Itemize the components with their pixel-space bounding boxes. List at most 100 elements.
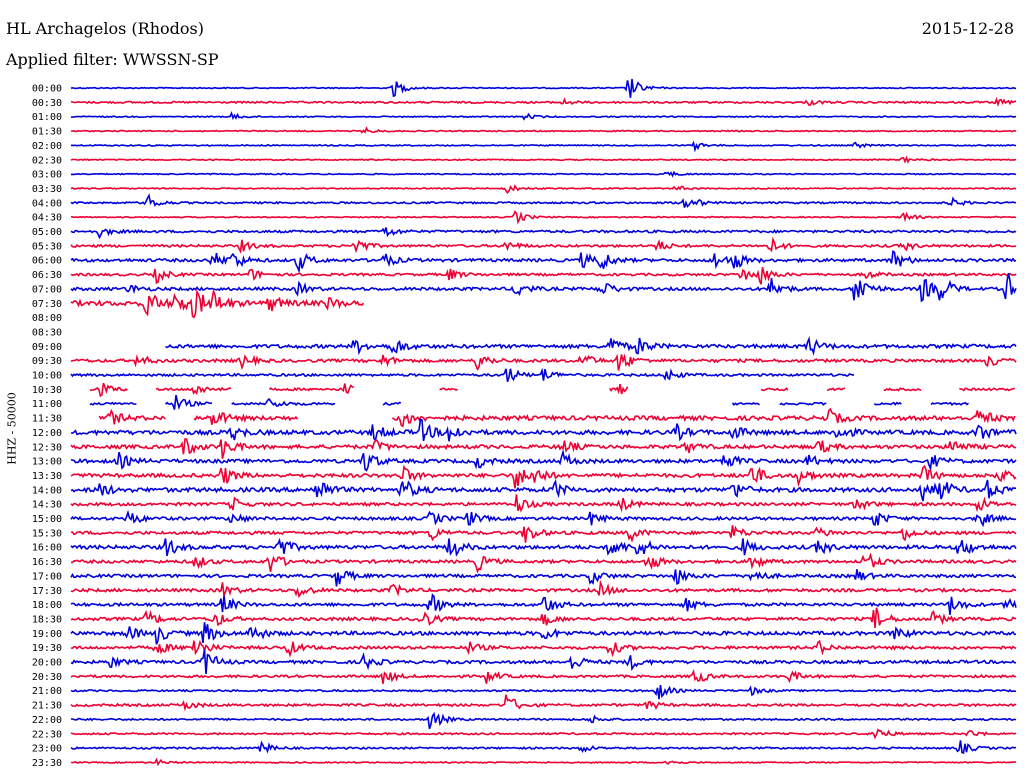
trace-1130 (98, 408, 166, 425)
time-label: 21:00 (32, 686, 62, 697)
trace-1330 (70, 464, 1017, 489)
trace-1100 (164, 394, 213, 411)
time-label: 00:00 (32, 84, 62, 95)
trace-0130 (70, 126, 1017, 134)
trace-1100 (779, 401, 827, 406)
trace-0730 (70, 288, 365, 319)
time-label: 03:00 (32, 170, 62, 181)
time-label: 16:00 (32, 543, 62, 554)
trace-1000 (70, 367, 855, 383)
time-label: 18:30 (32, 614, 62, 625)
time-label: 05:30 (32, 241, 62, 252)
trace-1830 (70, 607, 1016, 628)
time-label: 23:00 (32, 744, 62, 755)
time-label: 19:00 (32, 629, 62, 640)
time-label: 11:00 (32, 399, 62, 410)
time-label: 12:00 (32, 428, 62, 439)
time-label: 06:30 (32, 270, 62, 281)
trace-1800 (70, 593, 1017, 615)
trace-0630 (70, 267, 1017, 285)
time-label: 10:30 (32, 385, 62, 396)
trace-2300 (70, 740, 1017, 755)
time-label: 15:00 (32, 514, 62, 525)
time-label: 09:30 (32, 356, 62, 367)
trace-0230 (70, 155, 1017, 164)
time-label: 19:30 (32, 643, 62, 654)
trace-2030 (70, 668, 1017, 684)
time-label: 22:30 (32, 729, 62, 740)
trace-1130 (391, 407, 1016, 428)
trace-1900 (70, 622, 1017, 645)
trace-1030 (826, 387, 846, 392)
time-label: 13:30 (32, 471, 62, 482)
trace-1030 (306, 383, 355, 395)
trace-2330 (70, 757, 1017, 767)
time-label: 14:30 (32, 500, 62, 511)
trace-2100 (70, 684, 1017, 700)
trace-1030 (155, 386, 232, 396)
trace-1930 (70, 639, 1017, 658)
trace-1030 (760, 387, 789, 392)
time-label: 22:00 (32, 715, 62, 726)
trace-0700 (70, 273, 1017, 303)
trace-1530 (70, 525, 1017, 543)
trace-1100 (89, 401, 137, 406)
trace-0100 (70, 111, 1016, 121)
time-label: 14:00 (32, 485, 62, 496)
trace-1700 (70, 569, 1017, 587)
time-label: 17:00 (32, 571, 62, 582)
time-label: 09:00 (32, 342, 62, 353)
date-label: 2015-12-28 (921, 19, 1014, 38)
trace-2000 (70, 649, 1017, 675)
time-label: 21:30 (32, 701, 62, 712)
trace-1030 (883, 387, 922, 392)
trace-1030 (89, 382, 128, 398)
trace-1100 (382, 401, 402, 406)
trace-1100 (731, 401, 760, 407)
time-label: 15:30 (32, 528, 62, 539)
time-label: 01:00 (32, 112, 62, 123)
trace-1430 (70, 494, 1017, 513)
time-label: 05:00 (32, 227, 62, 238)
time-label: 18:00 (32, 600, 62, 611)
trace-0530 (70, 236, 1017, 254)
trace-1630 (71, 552, 1017, 574)
trace-0900 (165, 335, 1017, 356)
trace-0300 (70, 170, 1017, 178)
trace-2200 (70, 711, 1017, 730)
trace-0200 (70, 140, 1016, 153)
trace-1030 (268, 387, 307, 392)
time-label: 06:00 (32, 256, 62, 267)
trace-0330 (70, 184, 1017, 195)
time-label: 04:00 (32, 198, 62, 209)
filter-label: Applied filter: WWSSN-SP (6, 50, 219, 69)
time-label: 07:00 (32, 284, 62, 295)
time-label: 12:30 (32, 442, 62, 453)
trace-1100 (231, 397, 336, 407)
time-label: 07:30 (32, 299, 62, 310)
time-label: 00:30 (32, 98, 62, 109)
trace-0400 (70, 193, 1017, 208)
time-label: 02:30 (32, 155, 62, 166)
trace-1030 (959, 387, 1015, 392)
trace-1100 (930, 401, 970, 406)
time-label: 08:00 (32, 313, 62, 324)
trace-1100 (873, 401, 902, 406)
trace-1030 (439, 387, 459, 392)
trace-1030 (608, 383, 629, 395)
trace-1600 (70, 537, 1017, 557)
trace-0430 (70, 210, 1017, 225)
trace-1730 (70, 579, 1017, 599)
trace-0000 (70, 78, 1016, 98)
time-label: 13:00 (32, 457, 62, 468)
time-label: 08:30 (32, 327, 62, 338)
time-label: 16:30 (32, 557, 62, 568)
trace-1230 (70, 438, 1017, 459)
time-label: 04:30 (32, 213, 62, 224)
time-label: 17:30 (32, 586, 62, 597)
time-label: 02:00 (32, 141, 62, 152)
trace-0930 (70, 353, 1017, 372)
time-label: 10:00 (32, 371, 62, 382)
time-label: 23:30 (32, 758, 62, 769)
